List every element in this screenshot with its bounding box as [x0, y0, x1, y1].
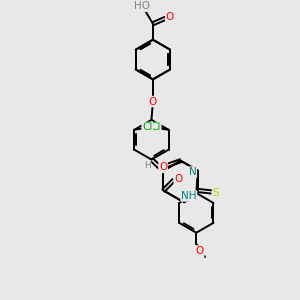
Text: N: N: [189, 167, 196, 177]
Text: NH: NH: [181, 191, 197, 201]
Text: O: O: [149, 97, 157, 106]
Text: O: O: [196, 246, 204, 256]
Text: Cl: Cl: [150, 122, 161, 133]
Text: O: O: [166, 12, 174, 22]
Text: O: O: [159, 162, 167, 172]
Text: Cl: Cl: [142, 122, 152, 133]
Text: S: S: [213, 188, 220, 198]
Text: HO: HO: [134, 1, 150, 11]
Text: H: H: [144, 160, 151, 169]
Text: O: O: [174, 174, 182, 184]
